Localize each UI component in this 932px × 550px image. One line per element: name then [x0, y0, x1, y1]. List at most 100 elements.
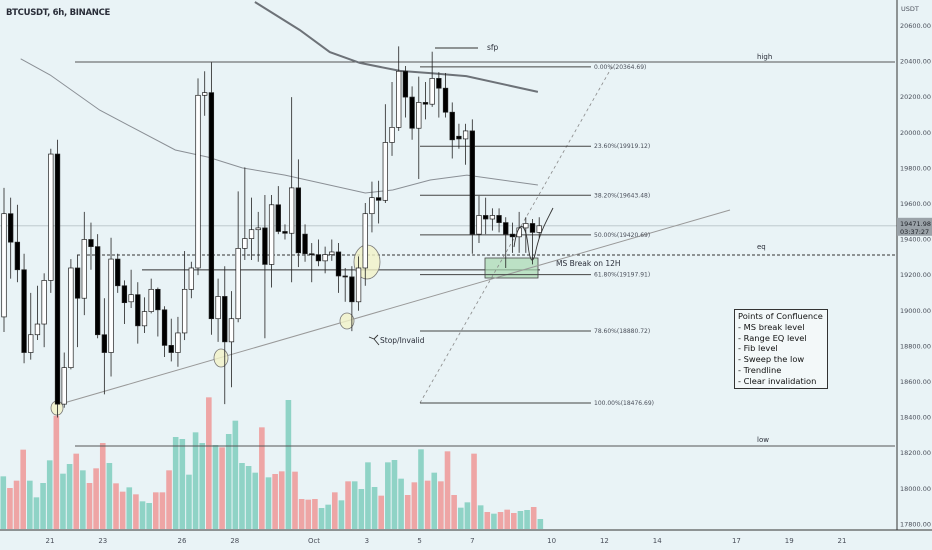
candle: [215, 278, 221, 342]
time-tick-label: Oct: [308, 537, 320, 545]
volume-bar: [99, 443, 106, 529]
price-tick-label: 20400.00: [900, 58, 931, 66]
candle: [222, 266, 228, 405]
candle: [523, 217, 529, 253]
confluence-note[interactable]: Points of Confluence - MS break level - …: [734, 309, 828, 389]
candle: [416, 76, 422, 179]
candle: [275, 186, 281, 235]
candle-body: [255, 227, 261, 231]
candle-body: [355, 267, 362, 303]
candle: [81, 211, 87, 316]
candle-body: [442, 87, 449, 113]
candle-body: [34, 323, 41, 336]
volume-bar: [93, 468, 99, 529]
candle-body: [456, 135, 462, 140]
trendline: [56, 209, 731, 406]
candle-body: [81, 239, 87, 299]
volume-bar: [530, 507, 537, 529]
candle: [28, 292, 34, 360]
candle-body: [188, 267, 194, 290]
candle: [469, 119, 475, 254]
confluence-item: - Clear invalidation: [738, 375, 817, 386]
confluence-item: - Fib level: [738, 343, 778, 354]
volume-bar: [431, 472, 438, 529]
price-tick-label: 18800.00: [900, 342, 931, 350]
volume-bar: [53, 415, 60, 529]
volume-bar: [66, 464, 73, 529]
volume-bar: [73, 453, 80, 529]
candle-body: [74, 267, 81, 299]
volume-bar: [278, 471, 285, 529]
volume-bar: [219, 447, 225, 529]
fib-level-label: 23.60%(19919.12): [594, 143, 650, 150]
candle: [108, 237, 114, 377]
volume-bar: [451, 495, 457, 529]
volume-bar: [511, 513, 517, 529]
candle: [148, 278, 154, 314]
volume-bar: [40, 483, 46, 529]
candle-body: [228, 318, 235, 343]
cross-icon: [368, 334, 380, 346]
volume-bar: [292, 471, 298, 529]
volume-bar: [484, 512, 491, 529]
stop-label: Stop/Invalid: [380, 336, 425, 345]
volume-bar: [471, 453, 477, 529]
candles: [1, 46, 542, 418]
volume-bar: [338, 500, 345, 529]
highlight-circle: [213, 348, 229, 368]
candle-body: [523, 223, 529, 229]
candle-body: [429, 78, 435, 105]
countdown-value: 03:37:27: [900, 228, 929, 236]
price-tick-label: 17800.00: [900, 520, 931, 528]
volume-bar: [206, 397, 212, 529]
volume-bar: [259, 427, 265, 529]
candle-body: [529, 223, 536, 233]
volume-bar: [444, 451, 451, 529]
fib-level-label: 38.20%(19643.48): [594, 192, 650, 199]
candle: [95, 234, 101, 339]
candle: [329, 239, 335, 261]
ms-break-label: MS Break on 12H: [556, 259, 621, 268]
price-tick-label: 18000.00: [900, 485, 931, 493]
candle: [402, 65, 409, 118]
volume-bar: [146, 503, 152, 529]
candle: [389, 81, 395, 156]
candle-body: [469, 130, 475, 235]
candle: [262, 194, 268, 339]
fib-level-label: 61.80%(19197.91): [594, 272, 650, 279]
candle: [195, 78, 201, 276]
volume-bar: [106, 463, 113, 529]
candle-body: [61, 367, 67, 405]
volume-bar: [378, 495, 385, 529]
candle-body: [289, 187, 295, 234]
candle-body: [389, 126, 395, 143]
candle-body: [422, 102, 429, 105]
volume-bar: [27, 480, 33, 529]
candle-body: [41, 280, 47, 325]
candle-body: [108, 258, 114, 353]
price-tick-label: 18200.00: [900, 449, 931, 457]
stop-marker: Stop/Invalid: [368, 334, 425, 346]
candle: [289, 97, 295, 283]
volume-bar: [477, 505, 484, 529]
volume-bar: [166, 470, 172, 529]
candle: [429, 51, 435, 107]
time-tick-label: 7: [470, 537, 474, 545]
fib-level-label: 0.00%(20364.69): [594, 64, 646, 71]
candle-body: [101, 334, 108, 353]
candle: [208, 62, 215, 335]
candle-body: [449, 111, 455, 141]
candle-body: [268, 204, 275, 265]
candle-body: [1, 213, 7, 318]
candle-body: [295, 187, 302, 254]
candle-body: [128, 294, 134, 303]
candle-body: [242, 238, 248, 249]
volume-bar: [225, 434, 232, 529]
candle: [503, 217, 509, 268]
time-tick-label: 23: [98, 537, 107, 545]
candle-body: [28, 334, 34, 353]
volume-bar: [126, 487, 133, 529]
volume-bar: [272, 474, 278, 529]
